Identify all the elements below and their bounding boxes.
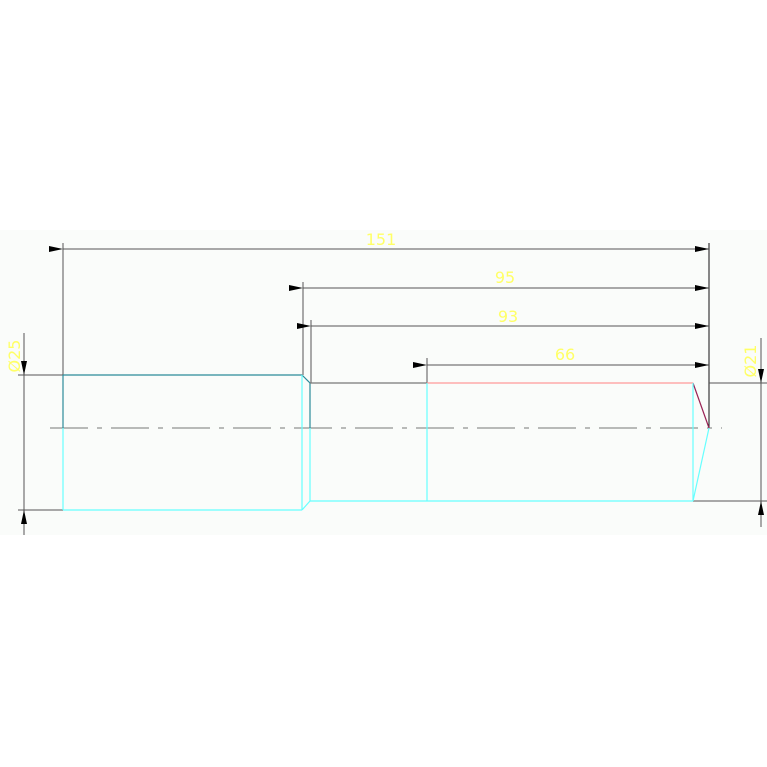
dimension-95-label: 95	[495, 268, 515, 287]
part-outline	[62, 374, 710, 511]
dimension-66-label: 66	[555, 345, 575, 364]
diameter-25-label: Ø25	[5, 340, 24, 373]
dimension-151-label: 151	[366, 230, 397, 249]
dimension-93-label: 93	[498, 307, 518, 326]
diameter-21-label: Ø21	[741, 345, 760, 378]
